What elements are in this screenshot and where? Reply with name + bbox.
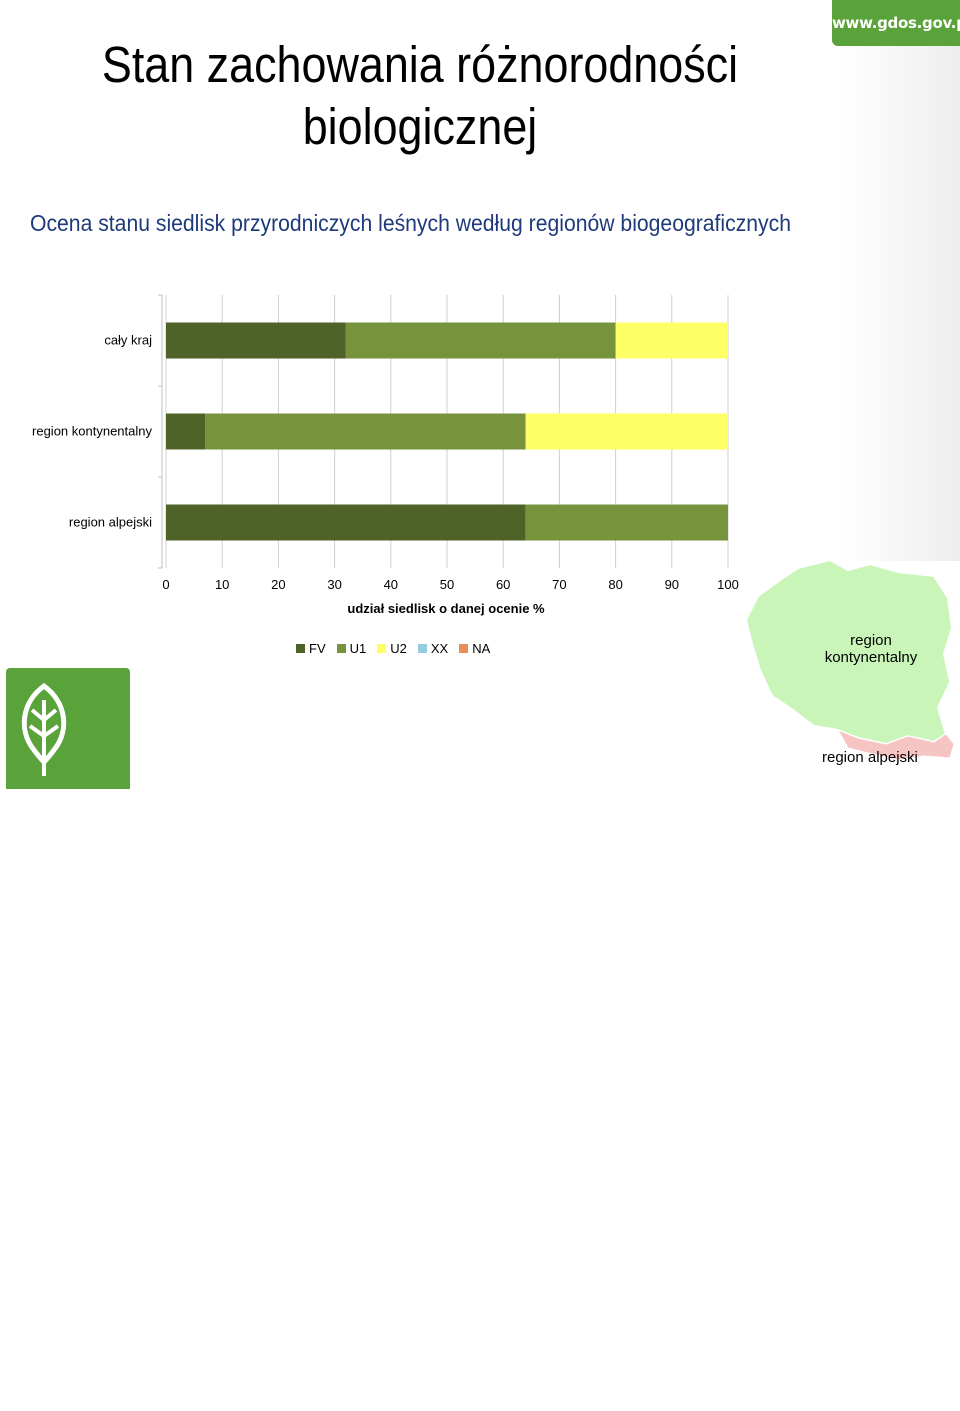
bar-u1: [345, 322, 616, 359]
map-label-continental: region kontynentalny: [824, 632, 918, 666]
legend-label: XX: [430, 641, 449, 656]
legend-item: U2: [377, 641, 407, 656]
bar-u2: [615, 322, 728, 359]
page-subtitle: Ocena stanu siedlisk przyrodniczych leśn…: [30, 210, 791, 236]
poland-map-shape: [744, 558, 955, 761]
bar-u1: [525, 504, 728, 541]
x-tick-label: 70: [552, 577, 566, 592]
logo-line: ŚRODOWISKA: [72, 1401, 135, 1410]
page-title: Stan zachowania różnorodności biologiczn…: [101, 36, 739, 155]
x-tick-label: 80: [608, 577, 622, 592]
category-label: region alpejski: [69, 515, 152, 530]
x-tick-label: 30: [327, 577, 341, 592]
legend-item: U1: [336, 641, 367, 656]
x-tick-label: 60: [496, 577, 510, 592]
website-banner[interactable]: www.gdos.gov.pl: [832, 0, 960, 46]
category-label: region kontynentalny: [32, 424, 152, 439]
legend-swatch: [417, 644, 427, 653]
legend-item: NA: [459, 641, 490, 656]
x-tick-label: 90: [665, 577, 679, 592]
legend-label: U2: [390, 641, 407, 656]
stacked-bar-chart: 0 10 20 30 40 50 60 70 80 90 100 cały kraj region ko…: [32, 294, 739, 616]
x-tick-label: 10: [215, 577, 229, 592]
logo-line: GENERALNA: [72, 1368, 127, 1377]
chart-legend: FV U1 U2 XX NA: [296, 641, 490, 656]
x-tick-label: 0: [162, 577, 169, 592]
legend-swatch: [377, 644, 387, 653]
legend-swatch: [336, 644, 346, 653]
leaf-icon: [21, 682, 67, 776]
gdos-logo[interactable]: GENERALNA DYREKCJA OCHRONY ŚRODOWISKA: [6, 668, 134, 1410]
x-tick-label: 40: [384, 577, 398, 592]
poland-map: [738, 558, 960, 789]
legend-swatch: [296, 644, 305, 653]
bar-u1: [205, 413, 526, 450]
side-shadow-strip: [838, 46, 960, 561]
x-tick-label: 100: [717, 577, 739, 592]
category-label: cały kraj: [104, 333, 152, 348]
axes: [158, 294, 163, 569]
bar-u2: [525, 413, 728, 450]
legend-item: FV: [296, 641, 326, 656]
bar-fv: [166, 413, 206, 450]
x-axis-title: udział siedlisk o danej ocenie %: [347, 601, 545, 616]
logo-line: DYREKCJA: [72, 1379, 117, 1388]
bar-fv: [166, 504, 526, 541]
legend-swatch: [459, 644, 469, 653]
gdos-logo-text: GENERALNA DYREKCJA OCHRONY ŚRODOWISKA: [72, 1367, 134, 1411]
legend-label: NA: [472, 641, 491, 656]
x-tick-label: 20: [271, 577, 285, 592]
legend-label: FV: [309, 641, 326, 656]
bar-fv: [166, 322, 346, 359]
bars: [166, 322, 728, 541]
legend-item: XX: [417, 641, 449, 656]
labels: 0 10 20 30 40 50 60 70 80 90 100 cały kraj region ko…: [32, 333, 739, 593]
logo-line: OCHRONY: [72, 1390, 117, 1399]
map-region-alpine: [836, 729, 955, 761]
x-tick-label: 50: [440, 577, 454, 592]
map-label-alpine: region alpejski: [822, 749, 918, 766]
legend-label: U1: [349, 641, 367, 656]
